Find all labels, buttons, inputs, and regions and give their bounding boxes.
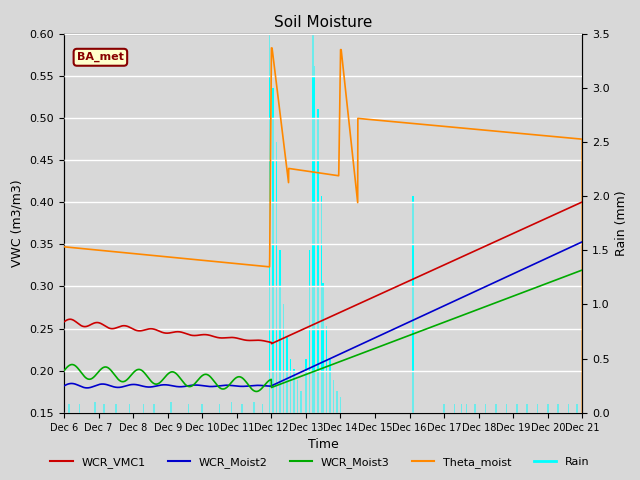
Bar: [241, 404, 243, 413]
Bar: [286, 337, 288, 413]
Bar: [153, 404, 155, 413]
Bar: [321, 196, 323, 413]
Bar: [272, 88, 274, 413]
Bar: [188, 404, 189, 413]
Y-axis label: VWC (m3/m3): VWC (m3/m3): [11, 180, 24, 267]
Bar: [170, 402, 172, 413]
Bar: [64, 287, 582, 328]
Bar: [412, 196, 414, 413]
Bar: [516, 404, 518, 413]
Bar: [279, 250, 281, 413]
Bar: [129, 404, 131, 413]
Bar: [330, 359, 331, 413]
Bar: [283, 304, 284, 413]
Bar: [103, 404, 104, 413]
Bar: [314, 66, 316, 413]
Bar: [293, 370, 294, 413]
Bar: [219, 404, 220, 413]
Bar: [289, 359, 291, 413]
Bar: [495, 404, 497, 413]
Title: Soil Moisture: Soil Moisture: [274, 15, 372, 30]
Bar: [506, 404, 507, 413]
Bar: [333, 380, 334, 413]
Bar: [253, 402, 255, 413]
Bar: [79, 404, 81, 413]
X-axis label: Time: Time: [308, 438, 339, 451]
Bar: [202, 404, 203, 413]
Legend: WCR_VMC1, WCR_Moist2, WCR_Moist3, Theta_moist, Rain: WCR_VMC1, WCR_Moist2, WCR_Moist3, Theta_…: [46, 452, 594, 472]
Bar: [317, 109, 319, 413]
Bar: [461, 404, 462, 413]
Bar: [336, 391, 338, 413]
Bar: [262, 404, 264, 413]
Bar: [68, 404, 70, 413]
Bar: [526, 404, 528, 413]
Bar: [577, 404, 578, 413]
Bar: [312, 34, 314, 413]
Bar: [115, 404, 116, 413]
Bar: [568, 404, 570, 413]
Bar: [296, 380, 298, 413]
Bar: [466, 404, 467, 413]
Bar: [547, 404, 548, 413]
Bar: [444, 404, 445, 413]
Bar: [340, 396, 341, 413]
Bar: [64, 202, 582, 244]
Bar: [64, 371, 582, 413]
Bar: [557, 404, 559, 413]
Bar: [64, 118, 582, 160]
Bar: [305, 359, 307, 413]
Bar: [276, 142, 277, 413]
Text: BA_met: BA_met: [77, 52, 124, 62]
Bar: [143, 404, 144, 413]
Bar: [485, 404, 486, 413]
Bar: [308, 250, 310, 413]
Bar: [94, 402, 96, 413]
Bar: [323, 283, 324, 413]
Bar: [454, 404, 455, 413]
Y-axis label: Rain (mm): Rain (mm): [616, 191, 628, 256]
Bar: [326, 326, 328, 413]
Bar: [537, 404, 538, 413]
Bar: [474, 404, 476, 413]
Bar: [64, 34, 582, 76]
Bar: [231, 402, 232, 413]
Bar: [269, 34, 271, 413]
Bar: [300, 391, 301, 413]
